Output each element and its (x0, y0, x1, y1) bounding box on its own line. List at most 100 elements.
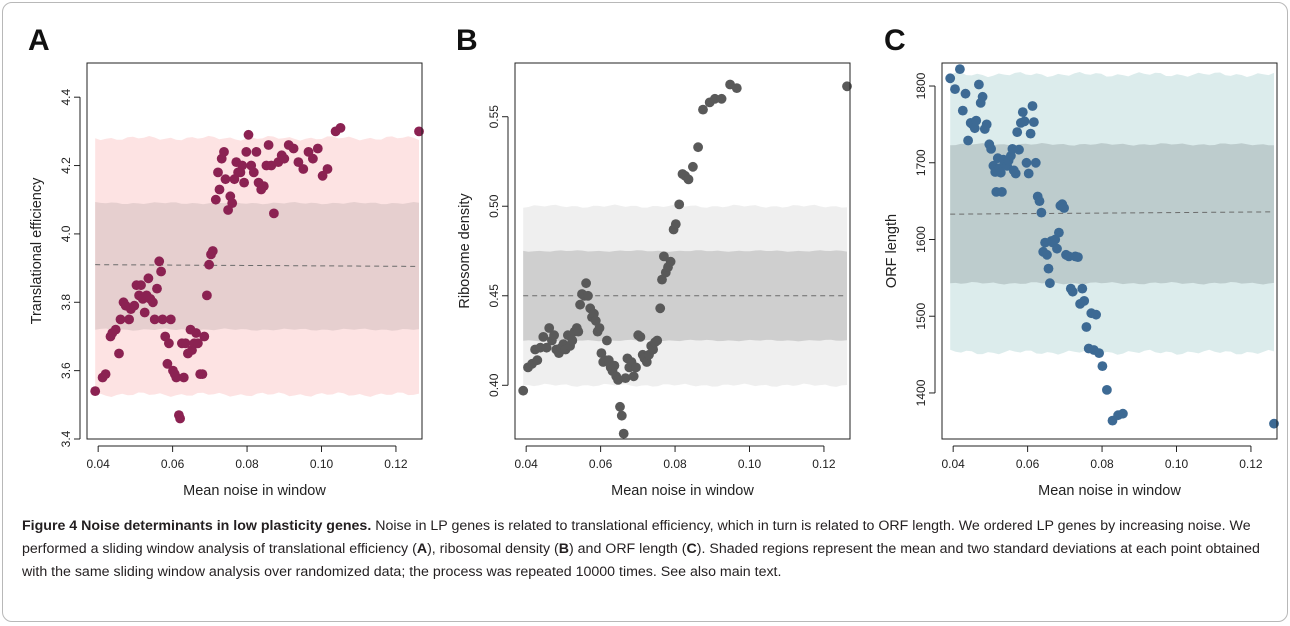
data-point (1010, 168, 1021, 179)
data-point (115, 314, 126, 325)
data-point (227, 198, 238, 209)
data-point (693, 142, 703, 153)
data-point (969, 123, 980, 134)
data-point (573, 326, 584, 337)
data-point (659, 251, 669, 262)
data-point (129, 300, 140, 311)
data-point (204, 259, 215, 270)
data-point (945, 73, 956, 84)
data-point (243, 129, 254, 140)
data-point (615, 401, 625, 412)
data-point (518, 385, 529, 396)
plot-frame (86, 62, 423, 440)
data-point (263, 140, 274, 150)
data-point (594, 323, 605, 333)
data-point (583, 290, 593, 301)
data-point (1073, 252, 1083, 262)
data-point (567, 335, 578, 346)
data-point (1036, 207, 1047, 218)
y-tick-label: 4.4 (59, 89, 73, 106)
data-point (178, 372, 189, 383)
x-tick-label: 0.04 (86, 457, 110, 471)
data-point (193, 338, 203, 349)
x-tick-label: 0.10 (1165, 457, 1189, 471)
data-point (1030, 157, 1041, 168)
x-axis-title: Mean noise in window (611, 483, 754, 499)
data-point (655, 303, 666, 314)
data-point (1012, 127, 1023, 137)
data-point (317, 170, 328, 181)
data-point (90, 386, 101, 396)
data-point (213, 167, 223, 178)
data-point (1029, 117, 1039, 127)
data-point (1021, 157, 1032, 168)
data-point (136, 280, 146, 291)
x-tick-label: 0.12 (384, 457, 408, 471)
data-point (532, 355, 543, 366)
y-tick-label: 1400 (914, 379, 928, 406)
data-point (191, 328, 202, 338)
data-point (1054, 227, 1064, 238)
caption-ref-a: A (416, 541, 428, 557)
data-point (1017, 107, 1028, 117)
x-tick-label: 0.08 (1090, 457, 1114, 471)
data-point (139, 307, 150, 318)
y-tick-label: 3.8 (59, 294, 73, 311)
data-point (1019, 116, 1030, 127)
data-point (1023, 168, 1034, 179)
data-point (602, 335, 612, 346)
y-tick-label: 3.6 (59, 362, 73, 379)
data-point (148, 297, 158, 308)
data-point (1079, 296, 1090, 306)
caption-text-1: Noise in LP genes is related to translat… (22, 518, 1251, 557)
data-point (288, 143, 299, 154)
data-point (149, 314, 160, 325)
data-point (1025, 128, 1036, 139)
data-point (575, 299, 585, 310)
x-tick-label: 0.12 (1239, 457, 1263, 471)
data-point (1042, 249, 1052, 260)
x-tick-label: 0.08 (235, 457, 259, 471)
data-point (1014, 144, 1024, 155)
data-point (180, 338, 191, 349)
data-point (220, 174, 231, 185)
data-point (237, 160, 248, 171)
data-point (248, 167, 259, 178)
data-point (581, 278, 591, 289)
band-inner (950, 143, 1274, 285)
data-point (1034, 196, 1045, 207)
data-point (616, 410, 627, 421)
data-point (544, 323, 555, 333)
caption-title: Figure 4 Noise determinants in low plast… (22, 518, 372, 534)
y-tick-label: 4.0 (59, 225, 73, 242)
y-tick-label: 0.55 (487, 105, 501, 129)
data-point (335, 123, 346, 133)
data-point (175, 413, 186, 424)
data-point (1027, 101, 1038, 111)
y-tick-label: 3.4 (59, 430, 73, 447)
data-point (590, 315, 601, 326)
data-point (698, 104, 708, 115)
data-point (618, 428, 629, 439)
data-point (1059, 203, 1069, 213)
y-axis-title: Translational efficiency (29, 177, 45, 324)
y-axis-title: Ribosome density (457, 193, 473, 309)
y-tick-label: 1600 (914, 226, 928, 253)
data-point (219, 147, 229, 157)
data-point (986, 144, 996, 154)
data-point (1269, 418, 1279, 429)
y-tick-label: 0.45 (487, 284, 501, 308)
data-point (164, 338, 174, 349)
data-point (210, 194, 221, 205)
data-point (1102, 385, 1112, 395)
data-point (997, 187, 1007, 197)
data-point (154, 256, 165, 267)
data-point (731, 83, 742, 93)
chart-b: 0.04 0.06 0.08 0.10 0.12 0.40 0.45 0.50 0.55 Mean… (457, 62, 852, 499)
data-point (977, 91, 988, 102)
data-point (670, 219, 681, 230)
data-point (688, 161, 698, 172)
data-point (631, 362, 641, 373)
data-point (1097, 361, 1108, 371)
data-point (1077, 283, 1088, 294)
